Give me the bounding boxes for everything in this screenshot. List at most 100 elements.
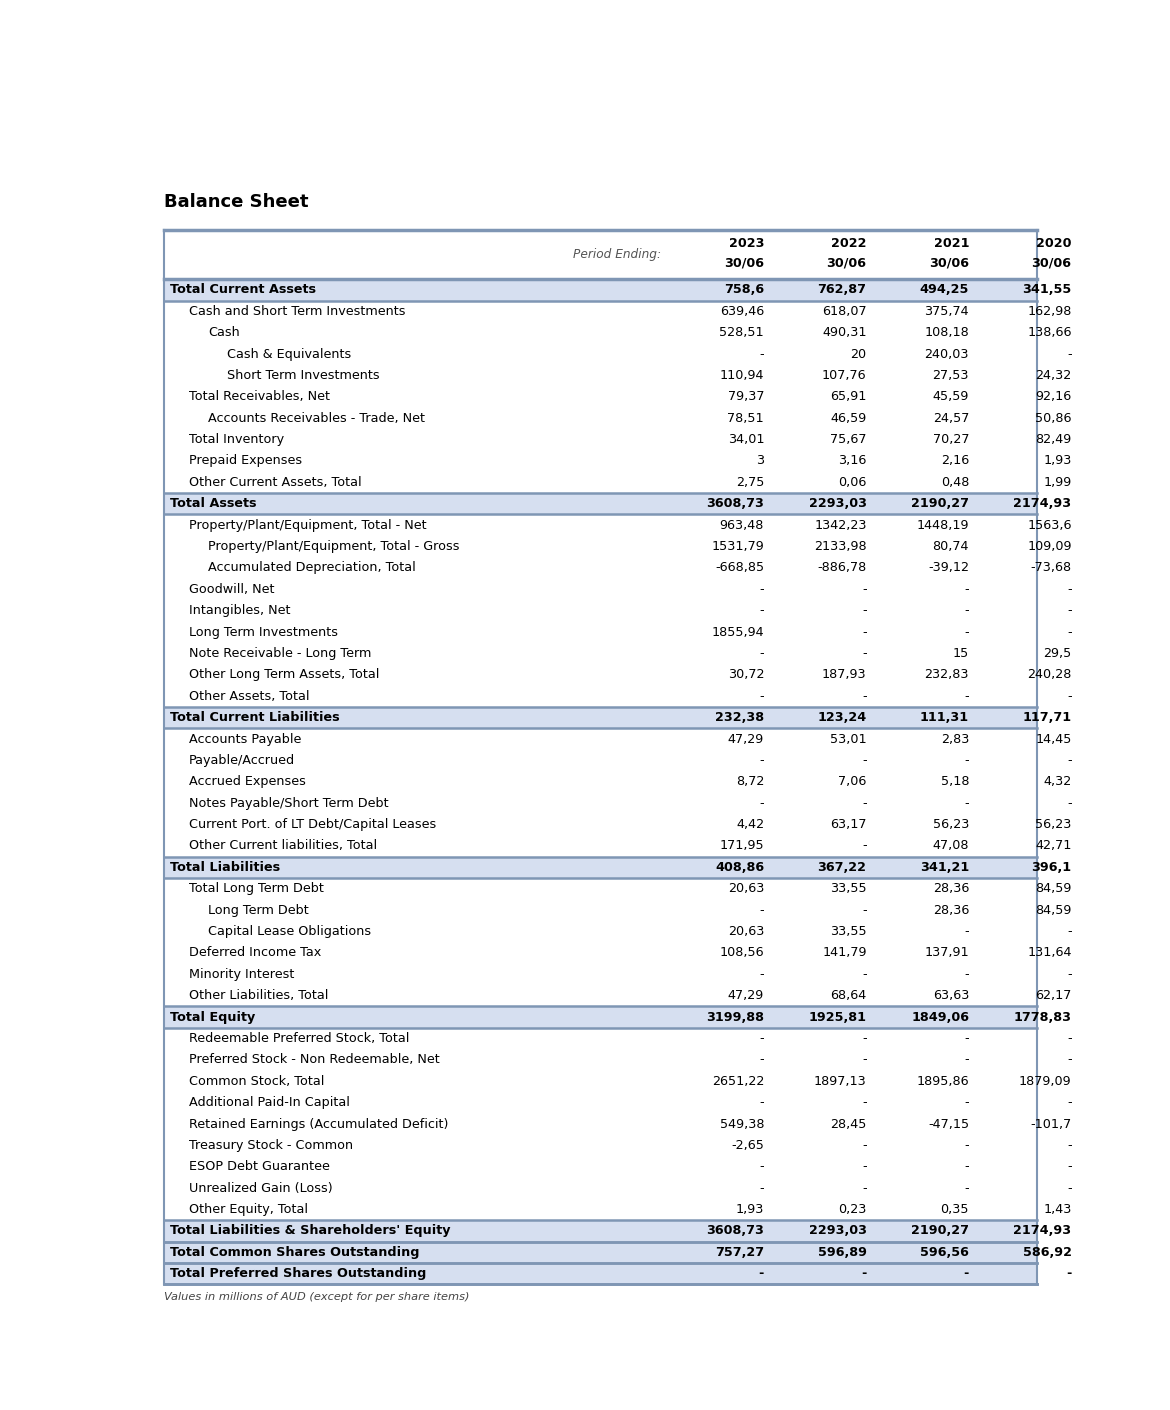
Text: Total Assets: Total Assets (170, 498, 256, 510)
Text: 341,55: 341,55 (1023, 283, 1072, 296)
Bar (164, 230, 1037, 279)
Text: -: - (964, 1096, 969, 1110)
Text: 1531,79: 1531,79 (711, 540, 764, 553)
Text: -: - (759, 1096, 764, 1110)
Bar (164, 1263, 1037, 1285)
Text: -: - (862, 1032, 867, 1045)
Text: Cash: Cash (208, 326, 240, 340)
Bar (164, 1007, 1037, 1028)
Text: 30/06: 30/06 (826, 257, 867, 269)
Text: 1,99: 1,99 (1044, 477, 1072, 489)
Text: -: - (759, 904, 764, 917)
Text: 162,98: 162,98 (1027, 305, 1072, 317)
Bar (164, 792, 1037, 814)
Text: Accounts Receivables - Trade, Net: Accounts Receivables - Trade, Net (208, 412, 425, 424)
Text: 1563,6: 1563,6 (1027, 519, 1072, 532)
Text: -: - (862, 689, 867, 702)
Bar (164, 1091, 1037, 1114)
Text: Total Receivables, Net: Total Receivables, Net (190, 391, 330, 403)
Text: 63,17: 63,17 (830, 818, 867, 830)
Text: Accounts Payable: Accounts Payable (190, 733, 302, 746)
Bar (164, 557, 1037, 578)
Text: Long Term Investments: Long Term Investments (190, 626, 338, 639)
Text: 28,36: 28,36 (932, 883, 969, 895)
Text: 2021: 2021 (934, 237, 969, 250)
Bar (164, 344, 1037, 365)
Text: -: - (1067, 1139, 1072, 1152)
Text: 53,01: 53,01 (830, 733, 867, 746)
Text: -: - (759, 1032, 764, 1045)
Bar (164, 1049, 1037, 1070)
Text: Long Term Debt: Long Term Debt (208, 904, 309, 917)
Text: 45,59: 45,59 (932, 391, 969, 403)
Text: -: - (862, 626, 867, 639)
Text: -: - (759, 1182, 764, 1194)
Text: 107,76: 107,76 (823, 369, 867, 382)
Text: -: - (1067, 925, 1072, 938)
Text: 30/06: 30/06 (929, 257, 969, 269)
Bar (164, 407, 1037, 429)
Text: -: - (964, 582, 969, 596)
Text: -: - (964, 605, 969, 618)
Bar (164, 386, 1037, 407)
Text: 24,32: 24,32 (1035, 369, 1072, 382)
Text: 109,09: 109,09 (1027, 540, 1072, 553)
Text: 15: 15 (952, 647, 969, 660)
Text: 2190,27: 2190,27 (911, 1224, 969, 1238)
Text: 2133,98: 2133,98 (814, 540, 867, 553)
Text: Cash and Short Term Investments: Cash and Short Term Investments (190, 305, 406, 317)
Text: 2190,27: 2190,27 (911, 498, 969, 510)
Bar (164, 643, 1037, 664)
Text: 110,94: 110,94 (720, 369, 764, 382)
Text: -: - (862, 1096, 867, 1110)
Bar (164, 1198, 1037, 1220)
Text: -: - (758, 1268, 764, 1280)
Text: -: - (1067, 754, 1072, 767)
Bar (164, 835, 1037, 857)
Text: 232,83: 232,83 (924, 668, 969, 681)
Text: -: - (964, 626, 969, 639)
Text: 65,91: 65,91 (831, 391, 867, 403)
Text: -: - (1067, 689, 1072, 702)
Text: 3608,73: 3608,73 (707, 498, 764, 510)
Bar (164, 279, 1037, 300)
Text: 762,87: 762,87 (818, 283, 867, 296)
Text: 92,16: 92,16 (1035, 391, 1072, 403)
Text: Property/Plant/Equipment, Total - Gross: Property/Plant/Equipment, Total - Gross (208, 540, 460, 553)
Text: Note Receivable - Long Term: Note Receivable - Long Term (190, 647, 371, 660)
Bar (164, 921, 1037, 942)
Text: 2651,22: 2651,22 (711, 1074, 764, 1087)
Text: Capital Lease Obligations: Capital Lease Obligations (208, 925, 371, 938)
Text: 3608,73: 3608,73 (707, 1224, 764, 1238)
Text: -: - (1067, 1160, 1072, 1173)
Text: -: - (862, 647, 867, 660)
Text: Other Current Assets, Total: Other Current Assets, Total (190, 477, 362, 489)
Text: 367,22: 367,22 (818, 862, 867, 874)
Text: 62,17: 62,17 (1035, 990, 1072, 1003)
Text: 131,64: 131,64 (1027, 946, 1072, 959)
Text: -: - (862, 839, 867, 853)
Text: Balance Sheet: Balance Sheet (164, 193, 309, 212)
Text: 2020: 2020 (1037, 237, 1072, 250)
Bar (164, 1028, 1037, 1049)
Text: Total Liabilities & Shareholders' Equity: Total Liabilities & Shareholders' Equity (170, 1224, 450, 1238)
Text: 0,23: 0,23 (838, 1203, 867, 1215)
Text: 596,56: 596,56 (920, 1246, 969, 1259)
Text: 2,83: 2,83 (941, 733, 969, 746)
Text: -: - (759, 967, 764, 981)
Text: Other Equity, Total: Other Equity, Total (190, 1203, 308, 1215)
Text: Treasury Stock - Common: Treasury Stock - Common (190, 1139, 353, 1152)
Text: 34,01: 34,01 (728, 433, 764, 446)
Text: Other Liabilities, Total: Other Liabilities, Total (190, 990, 329, 1003)
Bar (164, 536, 1037, 557)
Text: 1,93: 1,93 (736, 1203, 764, 1215)
Text: 30/06: 30/06 (724, 257, 764, 269)
Bar (164, 1242, 1037, 1263)
Bar (164, 321, 1037, 344)
Text: 47,29: 47,29 (728, 990, 764, 1003)
Text: 56,23: 56,23 (932, 818, 969, 830)
Bar (164, 771, 1037, 792)
Bar (164, 365, 1037, 386)
Text: -: - (1067, 1032, 1072, 1045)
Bar (164, 1070, 1037, 1091)
